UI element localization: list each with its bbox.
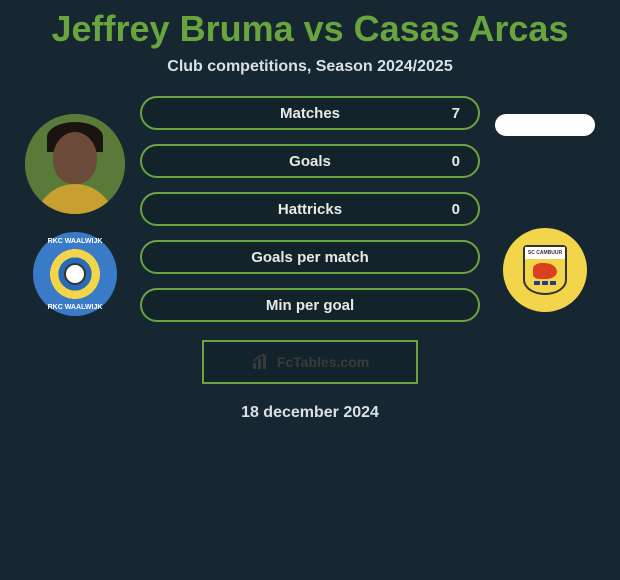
bar bbox=[550, 281, 556, 285]
main-container: Jeffrey Bruma vs Casas Arcas Club compet… bbox=[0, 0, 620, 422]
player-2-placeholder bbox=[495, 114, 595, 136]
player-1-photo bbox=[25, 114, 125, 214]
badge-2-text: SC CAMBUUR bbox=[525, 247, 565, 259]
footer-brand-box[interactable]: FcTables.com bbox=[202, 340, 418, 384]
stat-label: Min per goal bbox=[266, 297, 354, 314]
player-face bbox=[53, 132, 97, 184]
stat-row-goals: Goals 0 bbox=[140, 144, 480, 178]
stat-label: Hattricks bbox=[278, 201, 342, 218]
badge-text-bottom: RKC WAALWIJK bbox=[48, 304, 103, 311]
page-subtitle: Club competitions, Season 2024/2025 bbox=[0, 58, 620, 76]
stat-row-goals-per-match: Goals per match bbox=[140, 240, 480, 274]
club-1-badge: RKC WAALWIJK RKC WAALWIJK bbox=[33, 232, 117, 316]
club-2-badge: SC CAMBUUR bbox=[503, 228, 587, 312]
footer-date: 18 december 2024 bbox=[0, 404, 620, 422]
stat-right-value: 7 bbox=[452, 105, 460, 122]
stat-label: Matches bbox=[280, 105, 340, 122]
left-column: RKC WAALWIJK RKC WAALWIJK bbox=[20, 96, 130, 316]
bar bbox=[534, 281, 540, 285]
shield-icon: SC CAMBUUR bbox=[523, 245, 567, 295]
footer-brand-text: FcTables.com bbox=[277, 354, 369, 370]
soccer-ball-icon bbox=[64, 263, 86, 285]
stat-row-min-per-goal: Min per goal bbox=[140, 288, 480, 322]
chart-icon bbox=[251, 353, 271, 371]
stat-right-value: 0 bbox=[452, 201, 460, 218]
content-row: RKC WAALWIJK RKC WAALWIJK Matches 7 Goal… bbox=[0, 96, 620, 322]
stat-right-value: 0 bbox=[452, 153, 460, 170]
stat-label: Goals bbox=[289, 153, 331, 170]
stat-row-hattricks: Hattricks 0 bbox=[140, 192, 480, 226]
bars-icon bbox=[534, 281, 556, 285]
bar bbox=[542, 281, 548, 285]
animal-icon bbox=[533, 263, 557, 279]
right-column: SC CAMBUUR bbox=[490, 96, 600, 312]
stat-row-matches: Matches 7 bbox=[140, 96, 480, 130]
page-title: Jeffrey Bruma vs Casas Arcas bbox=[0, 8, 620, 50]
badge-text-top: RKC WAALWIJK bbox=[48, 238, 103, 245]
stat-label: Goals per match bbox=[251, 249, 369, 266]
stats-column: Matches 7 Goals 0 Hattricks 0 Goals per … bbox=[140, 96, 480, 322]
